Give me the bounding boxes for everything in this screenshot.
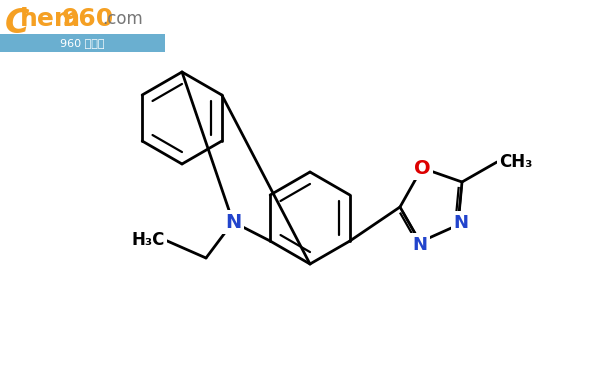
Text: 960 化工网: 960 化工网	[60, 38, 104, 48]
Text: O: O	[414, 159, 430, 177]
Text: 960: 960	[62, 7, 114, 31]
Bar	[0, 0, 165, 52]
Text: hem: hem	[20, 7, 81, 31]
Text: C: C	[5, 7, 30, 40]
Text: H₃C: H₃C	[132, 231, 165, 249]
Text: N: N	[225, 213, 241, 231]
Text: CH₃: CH₃	[499, 153, 532, 171]
Text: N: N	[454, 214, 468, 232]
Bar	[0, 34, 165, 52]
Text: .com: .com	[102, 10, 143, 28]
Text: N: N	[413, 236, 428, 254]
